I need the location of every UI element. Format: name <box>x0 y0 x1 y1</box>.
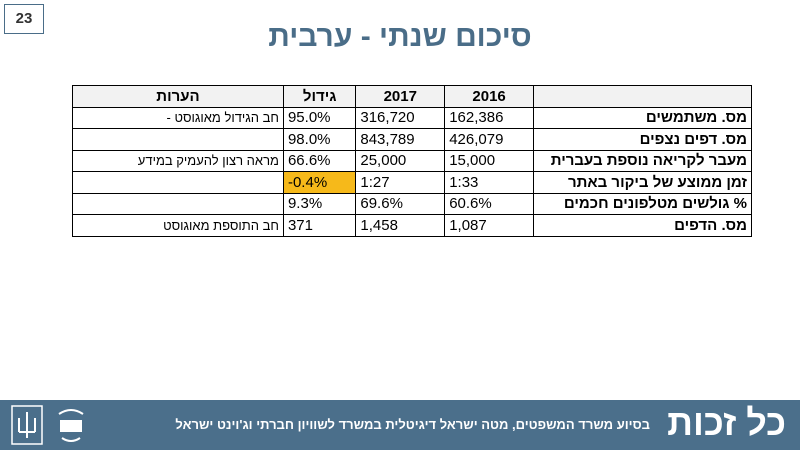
emblem <box>11 405 43 445</box>
header-cell: גידול <box>282 85 357 108</box>
cell-2016: 1:33 <box>444 171 534 194</box>
summary-table: 2016 2017 גידול הערות מס. משתמשים 162,386 316,… <box>72 85 752 237</box>
cell-note: חב הגידול מאוגוסט - <box>72 106 284 129</box>
jdc-box <box>60 420 82 432</box>
cell-2017: 843,789 <box>355 128 446 151</box>
header-cell: 2016 <box>444 85 534 108</box>
cell-2016: 1,087 <box>444 214 534 237</box>
header-cell <box>533 85 752 108</box>
row-label: מס. משתמשים <box>533 106 752 129</box>
slide-title: סיכום שנתי - ערבית <box>268 20 532 53</box>
row-label: זמן ממוצע של ביקור באתר <box>533 171 752 194</box>
table-row: מעבר לקריאה נוספת בעברית 15,000 25,000 66.6… <box>72 149 752 172</box>
cell-2016: 426,079 <box>444 128 534 151</box>
cell-growth: 371 <box>282 214 357 237</box>
row-label: מס. הדפים <box>533 214 752 237</box>
row-label: מס. דפים נצפים <box>533 128 752 151</box>
table-row: מס. הדפים 1,087 1,458 371 חב התוספת מאוגוסט <box>72 214 752 237</box>
cell-growth: 98.0% <box>282 128 357 151</box>
cell-note: חב התוספת מאוגוסט <box>72 214 284 237</box>
cell-2016: 162,386 <box>444 106 534 129</box>
header-cell: הערות <box>72 85 284 108</box>
cell-2017: 1:27 <box>355 171 446 194</box>
cell-2017: 316,720 <box>355 106 446 129</box>
cell-2016: 15,000 <box>444 149 534 172</box>
cell-2017: 69.6% <box>355 192 446 215</box>
header-row: 2016 2017 גידול הערות <box>72 85 752 108</box>
logo: כל זכות <box>667 402 786 443</box>
menorah <box>18 412 36 438</box>
cell-2017: 25,000 <box>355 149 446 172</box>
row-label: מעבר לקריאה נוספת בעברית <box>533 149 752 172</box>
footer: בסיוע משרד המשפטים, מטה ישראל דיגיטלית ב… <box>0 400 800 450</box>
cell-note <box>72 171 284 194</box>
cell-growth: 66.6% <box>282 149 357 172</box>
slide-number: 23 <box>4 4 44 34</box>
cell-2017: 1,458 <box>355 214 446 237</box>
cell-note <box>72 192 284 215</box>
cell-growth: -0.4% <box>282 171 357 194</box>
cell-growth: 95.0% <box>282 106 357 129</box>
emblems <box>11 405 84 445</box>
cell-2016: 60.6% <box>444 192 534 215</box>
cell-note: מראה רצון להעמיק במידע <box>72 149 284 172</box>
table-row: מס. משתמשים 162,386 316,720 95.0% חב הגידול … <box>72 106 752 129</box>
table-row: % גולשים מטלפונים חכמים 60.6% 69.6% 9.3% <box>72 192 752 215</box>
row-label: % גולשים מטלפונים חכמים <box>533 192 752 215</box>
cell-growth: 9.3% <box>282 192 357 215</box>
table-row: זמן ממוצע של ביקור באתר 1:33 1:27 -0.4% <box>72 171 752 194</box>
header-cell: 2017 <box>355 85 446 108</box>
footer-text: בסיוע משרד המשפטים, מטה ישראל דיגיטלית ב… <box>175 417 650 432</box>
cell-note <box>72 128 284 151</box>
table-row: מס. דפים נצפים 426,079 843,789 98.0% <box>72 128 752 151</box>
jdc-mark <box>58 409 84 442</box>
